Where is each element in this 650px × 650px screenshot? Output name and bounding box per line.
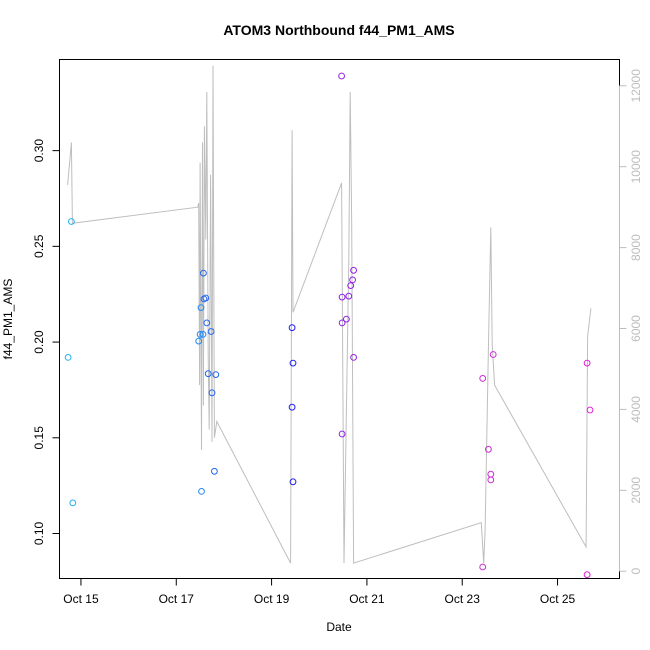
y-tick-label: 0.15	[32, 426, 46, 450]
data-point	[197, 304, 205, 312]
data-point	[195, 337, 203, 345]
data-point	[338, 430, 346, 438]
x-tick-label: Oct 23	[445, 592, 481, 606]
data-point	[485, 445, 492, 453]
y-tick-label: 0.20	[32, 330, 46, 354]
y2-tick-label: 8000	[629, 234, 643, 261]
y2-tick-label: 10000	[629, 150, 643, 184]
altitude-line	[67, 65, 592, 564]
x-tick-label: Oct 19	[254, 592, 290, 606]
data-point	[487, 470, 495, 478]
data-point	[203, 319, 211, 327]
data-point	[211, 467, 218, 475]
y-tick-label: 0.30	[32, 139, 46, 163]
data-point	[350, 266, 358, 274]
x-tick-label: Oct 15	[63, 592, 99, 606]
data-point	[288, 324, 296, 332]
data-point	[479, 563, 487, 571]
y-axis-label: f44_PM1_AMS	[1, 279, 15, 360]
y-tick-label: 0.10	[32, 521, 46, 545]
data-point	[289, 359, 297, 367]
x-tick-label: Oct 21	[349, 592, 385, 606]
y2-tick-label: 12000	[629, 69, 643, 103]
data-point	[288, 403, 296, 411]
data-point	[583, 359, 591, 367]
data-point	[196, 331, 204, 338]
data-point	[202, 294, 210, 302]
x-tick-label: Oct 25	[540, 592, 576, 606]
y2-tick-label: 2000	[629, 477, 643, 504]
data-point	[487, 476, 495, 484]
data-point	[349, 276, 357, 284]
chart-title: ATOM3 Northbound f44_PM1_AMS	[223, 22, 454, 38]
data-point	[289, 478, 297, 486]
x-axis-label: Date	[326, 620, 352, 634]
data-point	[212, 371, 220, 379]
data-point	[68, 218, 75, 225]
y2-tick-label: 4000	[629, 396, 643, 423]
data-point	[208, 389, 216, 397]
data-point	[338, 72, 346, 80]
axes: Oct 15 Oct 17 Oct 19 Oct 21 Oct 23 Oct 25 0.10…	[32, 69, 643, 606]
data-point	[64, 354, 72, 361]
data-point	[207, 328, 215, 335]
plot-frame	[59, 59, 620, 579]
data-point	[479, 375, 487, 382]
data-point	[350, 354, 358, 361]
x-tick-label: Oct 17	[159, 592, 195, 606]
altitude-series	[67, 65, 592, 564]
data-point	[489, 351, 497, 358]
data-point	[583, 571, 591, 579]
y2-tick-label: 6000	[629, 315, 643, 342]
y2-tick-label: 0	[629, 568, 643, 575]
data-point	[199, 331, 207, 338]
data-point	[198, 488, 205, 495]
data-point	[338, 293, 346, 301]
data-point	[586, 406, 594, 414]
y-tick-label: 0.25	[32, 234, 46, 258]
data-point	[343, 315, 350, 323]
data-point	[69, 499, 77, 507]
data-point	[204, 370, 212, 378]
data-point	[338, 319, 346, 327]
data-point	[345, 292, 353, 300]
data-point	[200, 269, 207, 277]
data-points	[64, 72, 594, 579]
